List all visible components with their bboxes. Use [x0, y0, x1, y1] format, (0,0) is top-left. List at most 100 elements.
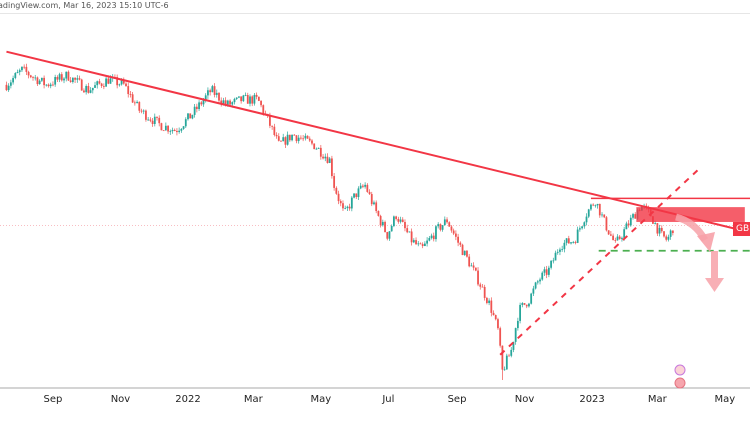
candle-body: [331, 158, 333, 177]
candle-body: [21, 66, 23, 71]
candle-body: [432, 235, 435, 240]
candle-body: [229, 100, 231, 105]
x-tick-label: Mar: [648, 394, 668, 405]
candle-body: [260, 100, 262, 106]
candle-body: [176, 130, 178, 133]
candle-body: [322, 156, 324, 159]
candle-body: [492, 312, 495, 316]
candle-body: [47, 84, 50, 87]
x-tick-label: Mar: [244, 394, 264, 405]
candle-body: [249, 96, 251, 104]
chart-header: adingView.com, Mar 16, 2023 15:10 UTC-6: [0, 0, 750, 14]
candle-body: [508, 355, 510, 357]
candle-body: [415, 240, 417, 245]
candle-body: [207, 90, 209, 96]
candle-body: [271, 125, 274, 127]
candle-body: [7, 85, 10, 91]
candle-body: [308, 138, 311, 141]
candle-body: [612, 235, 614, 241]
candle-body: [543, 269, 546, 273]
candle-body: [452, 230, 455, 234]
candle-body: [85, 85, 88, 93]
candle-body: [127, 86, 130, 95]
candle-body: [346, 206, 349, 209]
candle-body: [530, 293, 533, 304]
candle-body: [344, 208, 347, 209]
candle-body: [273, 126, 276, 135]
candle-body: [116, 77, 119, 86]
candle-body: [355, 193, 358, 198]
candle-body: [120, 80, 123, 85]
candle-body: [528, 303, 530, 307]
event-icons[interactable]: [674, 364, 686, 389]
candle-body: [262, 105, 265, 114]
candle-body: [472, 265, 475, 268]
candle-body: [94, 85, 96, 88]
candle-body: [45, 84, 48, 86]
candle-body: [122, 80, 125, 84]
us-flag-icon: [674, 377, 686, 389]
candle-body: [435, 226, 437, 240]
candle-body: [255, 94, 258, 97]
candle-body: [594, 205, 597, 207]
candle-body: [510, 349, 513, 356]
candle-body: [554, 252, 557, 261]
candle-body: [559, 249, 561, 252]
candle-body: [109, 78, 112, 84]
candle-body: [590, 204, 592, 210]
candle-body: [313, 143, 316, 150]
candle-body: [421, 244, 424, 247]
candle-body: [257, 96, 260, 101]
candle-body: [9, 82, 12, 86]
candle-body: [408, 231, 411, 233]
candle-body: [583, 222, 586, 227]
candle-body: [350, 197, 353, 209]
candle-body: [525, 304, 528, 307]
candle-body: [153, 116, 156, 125]
symbol-price-label: GB: [733, 222, 750, 236]
candle-body: [576, 229, 579, 243]
candle-body: [49, 84, 52, 87]
candle-body: [32, 77, 34, 78]
candle-body: [304, 135, 307, 139]
candle-body: [656, 223, 659, 234]
candle-body: [379, 215, 382, 226]
candle-body: [366, 184, 369, 192]
candle-body: [598, 203, 601, 216]
candle-body: [220, 100, 223, 104]
candle-body: [587, 209, 590, 217]
candle-body: [386, 232, 389, 239]
candle-body: [430, 235, 433, 238]
candle-body: [428, 237, 431, 241]
curved-arrow-head: [697, 232, 715, 252]
candle-body: [481, 286, 484, 288]
candle-body: [561, 249, 564, 250]
candle-body: [315, 148, 318, 150]
candle-body: [550, 260, 552, 268]
candle-body: [516, 320, 519, 329]
candle-body: [419, 243, 422, 245]
candle-body: [390, 226, 393, 232]
candle-body: [454, 233, 457, 237]
candle-body: [224, 100, 227, 105]
candle-body: [490, 300, 493, 313]
candle-body: [184, 119, 187, 127]
candle-body: [302, 138, 305, 140]
candle-body: [362, 185, 364, 187]
candle-body: [286, 134, 289, 145]
candle-body: [209, 90, 212, 93]
candle-body: [632, 214, 634, 218]
candle-body: [603, 214, 606, 218]
candle-body: [80, 79, 83, 91]
candle-body: [300, 137, 302, 139]
candle-body: [158, 117, 161, 124]
candle-body: [601, 214, 603, 216]
candle-body: [660, 227, 663, 232]
candle-body: [52, 84, 54, 86]
candle-body: [457, 236, 460, 243]
candle-body: [497, 319, 499, 329]
candle-body: [512, 341, 515, 350]
candle-body: [468, 256, 471, 267]
candle-body: [446, 219, 448, 223]
